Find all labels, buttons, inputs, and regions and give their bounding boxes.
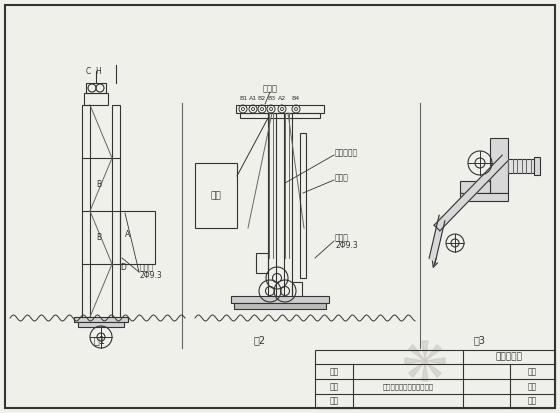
Bar [234, 303, 326, 309]
Text: 2Φ9.3: 2Φ9.3 [335, 240, 358, 249]
Text: 钢筋提升机安装施工示意图: 钢筋提升机安装施工示意图 [382, 383, 433, 390]
Polygon shape [425, 361, 441, 377]
Bar [292, 282, 302, 298]
Text: 设计: 设计 [329, 367, 339, 376]
Bar [231, 296, 329, 303]
Bar [82, 105, 90, 317]
Bar [300, 133, 306, 278]
Bar [112, 105, 120, 317]
Polygon shape [434, 155, 508, 231]
Bar [534, 157, 540, 175]
Text: B4: B4 [292, 97, 300, 102]
Text: 2Φ9.3: 2Φ9.3 [140, 271, 163, 280]
Polygon shape [425, 345, 441, 361]
Bar [284, 113, 292, 308]
Text: 缆风绳: 缆风绳 [140, 263, 154, 273]
Text: 缆风绳: 缆风绳 [335, 233, 349, 242]
Bar [86, 83, 106, 93]
Bar [315, 350, 555, 408]
Text: 对重架: 对重架 [335, 173, 349, 183]
Text: 图号: 图号 [528, 367, 536, 376]
Bar [508, 159, 536, 173]
Polygon shape [409, 361, 425, 377]
Bar [460, 181, 490, 193]
Text: 图1: 图1 [94, 335, 106, 345]
Text: 图3: 图3 [474, 335, 486, 345]
Text: B2: B2 [258, 97, 266, 102]
Text: 制图: 制图 [329, 382, 339, 391]
Text: 图2: 图2 [254, 335, 266, 345]
Polygon shape [405, 358, 425, 364]
Text: A1: A1 [249, 97, 257, 102]
Text: 观光塔工程: 观光塔工程 [496, 353, 522, 361]
Bar [460, 193, 508, 201]
Bar [120, 211, 155, 264]
Polygon shape [425, 358, 445, 364]
Text: 图号: 图号 [528, 382, 536, 391]
Text: A2: A2 [278, 97, 286, 102]
Text: D: D [120, 263, 126, 273]
Polygon shape [409, 345, 425, 361]
Text: B1: B1 [239, 97, 247, 102]
Polygon shape [422, 361, 428, 381]
Text: 提升钢丝绳: 提升钢丝绳 [335, 149, 358, 157]
Text: A: A [125, 230, 130, 239]
Text: 日制: 日制 [528, 396, 536, 406]
Text: C: C [85, 66, 91, 76]
Bar [236, 105, 324, 113]
Bar [84, 93, 108, 105]
Bar [195, 163, 237, 228]
Bar [256, 253, 268, 273]
Bar [74, 317, 128, 322]
Bar [490, 138, 508, 193]
Text: B: B [96, 180, 101, 189]
Text: 顶滑轮: 顶滑轮 [263, 85, 278, 93]
Text: B: B [96, 233, 101, 242]
Bar [268, 113, 276, 308]
Text: H: H [95, 66, 101, 76]
Text: B3: B3 [267, 97, 275, 102]
Bar [78, 322, 124, 327]
Bar [240, 113, 320, 118]
Polygon shape [422, 341, 428, 361]
Text: 审核: 审核 [329, 396, 339, 406]
Polygon shape [429, 215, 445, 264]
Text: 吊笼: 吊笼 [211, 191, 221, 200]
